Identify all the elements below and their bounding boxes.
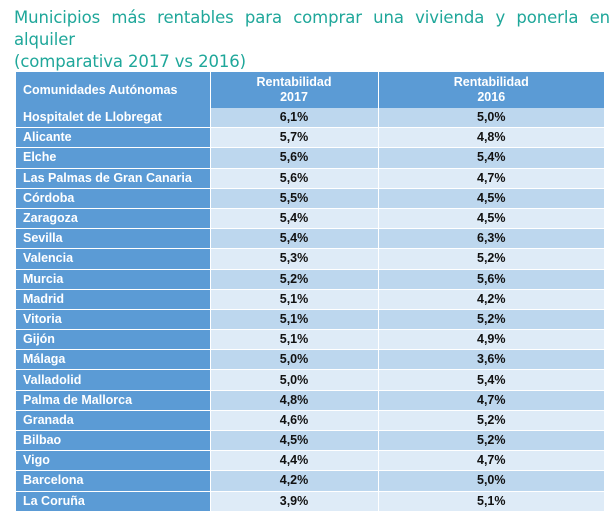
header-2016-label: Rentabilidad	[453, 75, 529, 89]
table-row: Valencia 5,3% 5,2%	[16, 248, 604, 270]
rentabilidad-2016-cell: 4,7%	[378, 168, 604, 189]
rentabilidad-2017-cell: 6,1%	[210, 108, 379, 129]
rentabilidad-2017-cell: 5,4%	[210, 228, 379, 250]
header-rentabilidad-2016: Rentabilidad 2016	[378, 72, 604, 108]
municipio-cell: Zaragoza	[16, 208, 211, 230]
rentabilidad-2017-cell: 4,8%	[210, 390, 379, 411]
municipio-cell: Valladolid	[16, 369, 211, 391]
municipio-cell: Granada	[16, 410, 211, 432]
municipio-cell: Valencia	[16, 248, 211, 270]
rentabilidad-2017-cell: 4,5%	[210, 430, 379, 452]
municipio-cell: Murcia	[16, 269, 211, 290]
table-row: Gijón 5,1% 4,9%	[16, 329, 604, 351]
table-header-row: Comunidades Autónomas Rentabilidad 2017 …	[16, 72, 604, 108]
rentabilidad-2017-cell: 4,2%	[210, 470, 379, 492]
municipio-cell: Las Palmas de Gran Canaria	[16, 168, 211, 189]
rentabilidad-2017-cell: 5,0%	[210, 349, 379, 371]
municipio-cell: Málaga	[16, 349, 211, 371]
rentabilidad-2016-cell: 5,2%	[378, 430, 604, 452]
rentabilidad-2017-cell: 5,6%	[210, 168, 379, 189]
municipio-cell: Sevilla	[16, 228, 211, 250]
header-rentabilidad-2017: Rentabilidad 2017	[210, 72, 379, 108]
table-row: Sevilla 5,4% 6,3%	[16, 228, 604, 250]
table-row: Barcelona 4,2% 5,0%	[16, 470, 604, 492]
rentabilidad-2016-cell: 5,4%	[378, 147, 604, 169]
rentabilidad-2016-cell: 4,7%	[378, 390, 604, 411]
rentabilidad-2017-cell: 3,9%	[210, 491, 379, 512]
rentabilidad-2017-cell: 5,1%	[210, 329, 379, 351]
table-row: Vigo 4,4% 4,7%	[16, 450, 604, 472]
table-row: Las Palmas de Gran Canaria 5,6% 4,7%	[16, 168, 604, 189]
rentabilidad-2016-cell: 5,2%	[378, 309, 604, 331]
rentabilidad-2016-cell: 5,1%	[378, 491, 604, 512]
rentabilidad-2017-cell: 5,3%	[210, 248, 379, 270]
municipio-cell: La Coruña	[16, 491, 211, 512]
rentabilidad-2016-cell: 4,7%	[378, 450, 604, 472]
municipio-cell: Elche	[16, 147, 211, 169]
table-row: Madrid 5,1% 4,2%	[16, 289, 604, 310]
rentabilidad-2016-cell: 5,6%	[378, 269, 604, 290]
municipio-cell: Madrid	[16, 289, 211, 310]
chart-title-line1: Municipios más rentables para comprar un…	[14, 8, 610, 49]
municipio-cell: Vigo	[16, 450, 211, 472]
rentabilidad-2016-cell: 5,0%	[378, 470, 604, 492]
rentabilidad-2016-cell: 5,2%	[378, 410, 604, 432]
rentabilidad-2017-cell: 4,4%	[210, 450, 379, 472]
rentabilidad-2017-cell: 5,0%	[210, 369, 379, 391]
rentabilidad-2016-cell: 4,5%	[378, 188, 604, 209]
table-row: La Coruña 3,9% 5,1%	[16, 491, 604, 512]
header-comunidades: Comunidades Autónomas	[16, 72, 211, 108]
table-row: Málaga 5,0% 3,6%	[16, 349, 604, 371]
table-row: Bilbao 4,5% 5,2%	[16, 430, 604, 452]
rentabilidad-2017-cell: 5,4%	[210, 208, 379, 230]
chart-title: Municipios más rentables para comprar un…	[14, 7, 610, 73]
rentabilidad-2016-cell: 5,2%	[378, 248, 604, 270]
table-body: Hospitalet de Llobregat 6,1% 5,0% Alicante 5…	[16, 108, 604, 512]
rentabilidad-2016-cell: 4,9%	[378, 329, 604, 351]
rentabilidad-2017-cell: 5,1%	[210, 289, 379, 310]
table-row: Palma de Mallorca 4,8% 4,7%	[16, 390, 604, 411]
rentabilidad-table: Comunidades Autónomas Rentabilidad 2017 …	[16, 72, 604, 512]
rentabilidad-2016-cell: 6,3%	[378, 228, 604, 250]
table-row: Valladolid 5,0% 5,4%	[16, 369, 604, 391]
table-row: Granada 4,6% 5,2%	[16, 410, 604, 432]
header-2017-year: 2017	[280, 90, 308, 104]
table-row: Alicante 5,7% 4,8%	[16, 127, 604, 149]
chart-title-line2: (comparativa 2017 vs 2016)	[14, 52, 247, 71]
municipio-cell: Gijón	[16, 329, 211, 351]
table-row: Elche 5,6% 5,4%	[16, 147, 604, 169]
table-row: Zaragoza 5,4% 4,5%	[16, 208, 604, 230]
municipio-cell: Barcelona	[16, 470, 211, 492]
municipio-cell: Vitoria	[16, 309, 211, 331]
municipio-cell: Bilbao	[16, 430, 211, 452]
table-row: Murcia 5,2% 5,6%	[16, 269, 604, 290]
rentabilidad-2017-cell: 5,5%	[210, 188, 379, 209]
rentabilidad-2017-cell: 5,6%	[210, 147, 379, 169]
municipio-cell: Alicante	[16, 127, 211, 149]
rentabilidad-2016-cell: 3,6%	[378, 349, 604, 371]
header-2016-year: 2016	[477, 90, 506, 104]
table-row: Córdoba 5,5% 4,5%	[16, 188, 604, 209]
table-row: Vitoria 5,1% 5,2%	[16, 309, 604, 331]
rentabilidad-2017-cell: 5,2%	[210, 269, 379, 290]
rentabilidad-2017-cell: 5,1%	[210, 309, 379, 331]
rentabilidad-2017-cell: 4,6%	[210, 410, 379, 432]
municipio-cell: Palma de Mallorca	[16, 390, 211, 411]
municipio-cell: Córdoba	[16, 188, 211, 209]
header-2017-label: Rentabilidad	[256, 75, 332, 89]
rentabilidad-2016-cell: 4,2%	[378, 289, 604, 310]
rentabilidad-2016-cell: 4,5%	[378, 208, 604, 230]
municipio-cell: Hospitalet de Llobregat	[16, 108, 211, 129]
rentabilidad-2016-cell: 5,0%	[378, 108, 604, 129]
rentabilidad-2016-cell: 5,4%	[378, 369, 604, 391]
rentabilidad-2016-cell: 4,8%	[378, 127, 604, 149]
rentabilidad-2017-cell: 5,7%	[210, 127, 379, 149]
table-row: Hospitalet de Llobregat 6,1% 5,0%	[16, 108, 604, 129]
